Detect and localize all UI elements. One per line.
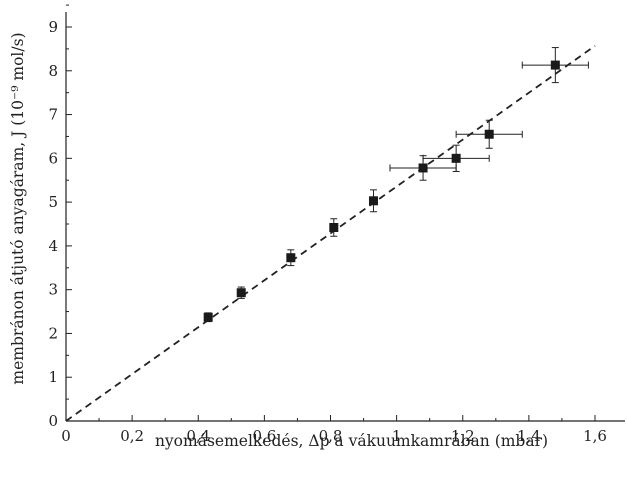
y-tick-label: 5 bbox=[48, 193, 58, 211]
fit-line bbox=[65, 45, 596, 422]
x-tick-label: 0,6 bbox=[252, 427, 276, 445]
x-tick-label: 1,2 bbox=[451, 427, 475, 445]
x-axis-ticks: 0 0,2 0,4 0,6 0,8 1 1,2 1,4 1,6 bbox=[61, 415, 607, 445]
y-tick-label: 1 bbox=[48, 368, 58, 386]
x-tick-label: 0,2 bbox=[120, 427, 144, 445]
y-tick-label: 3 bbox=[48, 281, 58, 299]
fit-line-layer bbox=[65, 45, 596, 422]
x-tick-label: 0,8 bbox=[319, 427, 343, 445]
x-axis-label: nyomásemelkedés, Δp a vákuumkamrában (mb… bbox=[155, 432, 548, 450]
y-axis-ticks: 0 1 2 3 4 5 6 7 8 9 bbox=[48, 4, 72, 430]
y-tick-label: 4 bbox=[48, 237, 58, 255]
x-tick-label: 1 bbox=[392, 427, 402, 445]
data-points bbox=[203, 60, 560, 322]
data-point bbox=[236, 288, 246, 298]
data-point bbox=[418, 163, 428, 173]
y-axis-label: membránon átjutó anyagáram, J (10⁻⁹ mol/… bbox=[9, 32, 27, 384]
x-tick-label: 0 bbox=[61, 427, 71, 445]
x-tick-label: 1,6 bbox=[583, 427, 607, 445]
x-tick-label: 1,4 bbox=[517, 427, 541, 445]
data-point bbox=[203, 312, 213, 322]
x-tick-label: 0,4 bbox=[186, 427, 210, 445]
data-point bbox=[329, 223, 339, 233]
data-point bbox=[368, 196, 378, 206]
y-tick-label: 9 bbox=[48, 18, 58, 36]
data-point bbox=[451, 153, 461, 163]
y-tick-label: 7 bbox=[48, 106, 58, 124]
y-tick-label: 8 bbox=[48, 62, 58, 80]
data-point bbox=[286, 253, 296, 263]
data-point bbox=[550, 60, 560, 70]
plot-frame bbox=[65, 12, 625, 422]
data-point bbox=[484, 129, 494, 139]
y-tick-label: 6 bbox=[48, 149, 58, 167]
y-tick-label: 2 bbox=[48, 324, 58, 342]
error-bars bbox=[204, 47, 589, 323]
y-tick-label: 0 bbox=[48, 412, 58, 430]
